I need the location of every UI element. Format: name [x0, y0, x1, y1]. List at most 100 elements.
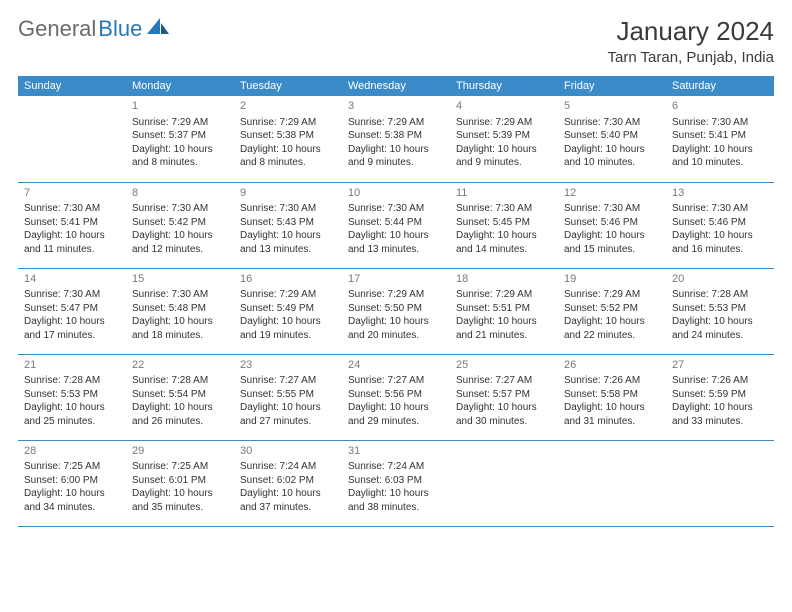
- sunset-line: Sunset: 5:49 PM: [240, 302, 336, 316]
- day-number: 30: [240, 444, 336, 459]
- sunrise-line: Sunrise: 7:30 AM: [24, 202, 120, 216]
- weekday-header: Sunday: [18, 76, 126, 96]
- weekday-header: Thursday: [450, 76, 558, 96]
- day-number: 16: [240, 272, 336, 287]
- daylight-line: Daylight: 10 hours and 19 minutes.: [240, 315, 336, 342]
- daylight-line: Daylight: 10 hours and 24 minutes.: [672, 315, 768, 342]
- sunrise-line: Sunrise: 7:30 AM: [348, 202, 444, 216]
- calendar-cell: 15Sunrise: 7:30 AMSunset: 5:48 PMDayligh…: [126, 268, 234, 354]
- sunrise-line: Sunrise: 7:27 AM: [240, 374, 336, 388]
- day-number: 4: [456, 99, 552, 114]
- daylight-line: Daylight: 10 hours and 26 minutes.: [132, 401, 228, 428]
- sunset-line: Sunset: 5:50 PM: [348, 302, 444, 316]
- daylight-line: Daylight: 10 hours and 16 minutes.: [672, 229, 768, 256]
- sunset-line: Sunset: 5:58 PM: [564, 388, 660, 402]
- calendar-body: 1Sunrise: 7:29 AMSunset: 5:37 PMDaylight…: [18, 96, 774, 526]
- sunrise-line: Sunrise: 7:25 AM: [132, 460, 228, 474]
- day-number: 27: [672, 358, 768, 373]
- day-number: 8: [132, 186, 228, 201]
- sunrise-line: Sunrise: 7:29 AM: [348, 288, 444, 302]
- sunrise-line: Sunrise: 7:30 AM: [132, 202, 228, 216]
- calendar-row: 28Sunrise: 7:25 AMSunset: 6:00 PMDayligh…: [18, 440, 774, 526]
- calendar-cell: 8Sunrise: 7:30 AMSunset: 5:42 PMDaylight…: [126, 182, 234, 268]
- calendar-cell: [666, 440, 774, 526]
- day-number: 21: [24, 358, 120, 373]
- daylight-line: Daylight: 10 hours and 22 minutes.: [564, 315, 660, 342]
- daylight-line: Daylight: 10 hours and 18 minutes.: [132, 315, 228, 342]
- sunrise-line: Sunrise: 7:27 AM: [348, 374, 444, 388]
- sunset-line: Sunset: 5:48 PM: [132, 302, 228, 316]
- calendar-cell: 23Sunrise: 7:27 AMSunset: 5:55 PMDayligh…: [234, 354, 342, 440]
- weekday-header: Wednesday: [342, 76, 450, 96]
- sunset-line: Sunset: 6:03 PM: [348, 474, 444, 488]
- calendar-cell: [558, 440, 666, 526]
- calendar-cell: 6Sunrise: 7:30 AMSunset: 5:41 PMDaylight…: [666, 96, 774, 182]
- sunrise-line: Sunrise: 7:26 AM: [564, 374, 660, 388]
- calendar-cell: 3Sunrise: 7:29 AMSunset: 5:38 PMDaylight…: [342, 96, 450, 182]
- logo: General Blue: [18, 16, 169, 42]
- sunset-line: Sunset: 5:37 PM: [132, 129, 228, 143]
- sunrise-line: Sunrise: 7:28 AM: [132, 374, 228, 388]
- sunset-line: Sunset: 5:45 PM: [456, 216, 552, 230]
- calendar-cell: 1Sunrise: 7:29 AMSunset: 5:37 PMDaylight…: [126, 96, 234, 182]
- sunrise-line: Sunrise: 7:30 AM: [672, 202, 768, 216]
- day-number: 18: [456, 272, 552, 287]
- day-number: 24: [348, 358, 444, 373]
- calendar-cell: 17Sunrise: 7:29 AMSunset: 5:50 PMDayligh…: [342, 268, 450, 354]
- day-number: 13: [672, 186, 768, 201]
- daylight-line: Daylight: 10 hours and 11 minutes.: [24, 229, 120, 256]
- sunset-line: Sunset: 5:53 PM: [24, 388, 120, 402]
- sunset-line: Sunset: 6:02 PM: [240, 474, 336, 488]
- day-number: 22: [132, 358, 228, 373]
- daylight-line: Daylight: 10 hours and 27 minutes.: [240, 401, 336, 428]
- sunset-line: Sunset: 5:55 PM: [240, 388, 336, 402]
- daylight-line: Daylight: 10 hours and 9 minutes.: [348, 143, 444, 170]
- day-number: 15: [132, 272, 228, 287]
- sunset-line: Sunset: 5:59 PM: [672, 388, 768, 402]
- calendar-table: SundayMondayTuesdayWednesdayThursdayFrid…: [18, 76, 774, 527]
- daylight-line: Daylight: 10 hours and 15 minutes.: [564, 229, 660, 256]
- sunrise-line: Sunrise: 7:29 AM: [240, 288, 336, 302]
- sunset-line: Sunset: 5:38 PM: [240, 129, 336, 143]
- sunrise-line: Sunrise: 7:29 AM: [456, 288, 552, 302]
- calendar-cell: 9Sunrise: 7:30 AMSunset: 5:43 PMDaylight…: [234, 182, 342, 268]
- calendar-cell: 22Sunrise: 7:28 AMSunset: 5:54 PMDayligh…: [126, 354, 234, 440]
- calendar-cell: 21Sunrise: 7:28 AMSunset: 5:53 PMDayligh…: [18, 354, 126, 440]
- day-number: 12: [564, 186, 660, 201]
- sunset-line: Sunset: 5:56 PM: [348, 388, 444, 402]
- sunrise-line: Sunrise: 7:27 AM: [456, 374, 552, 388]
- sunset-line: Sunset: 5:47 PM: [24, 302, 120, 316]
- logo-sail-icon: [147, 18, 169, 41]
- daylight-line: Daylight: 10 hours and 8 minutes.: [240, 143, 336, 170]
- daylight-line: Daylight: 10 hours and 13 minutes.: [348, 229, 444, 256]
- day-number: 3: [348, 99, 444, 114]
- sunset-line: Sunset: 5:42 PM: [132, 216, 228, 230]
- calendar-cell: 11Sunrise: 7:30 AMSunset: 5:45 PMDayligh…: [450, 182, 558, 268]
- daylight-line: Daylight: 10 hours and 17 minutes.: [24, 315, 120, 342]
- daylight-line: Daylight: 10 hours and 21 minutes.: [456, 315, 552, 342]
- sunrise-line: Sunrise: 7:28 AM: [24, 374, 120, 388]
- sunset-line: Sunset: 5:46 PM: [672, 216, 768, 230]
- sunrise-line: Sunrise: 7:30 AM: [564, 116, 660, 130]
- month-title: January 2024: [607, 16, 774, 47]
- sunrise-line: Sunrise: 7:30 AM: [132, 288, 228, 302]
- calendar-cell: 29Sunrise: 7:25 AMSunset: 6:01 PMDayligh…: [126, 440, 234, 526]
- calendar-row: 1Sunrise: 7:29 AMSunset: 5:37 PMDaylight…: [18, 96, 774, 182]
- sunset-line: Sunset: 5:40 PM: [564, 129, 660, 143]
- calendar-cell: 19Sunrise: 7:29 AMSunset: 5:52 PMDayligh…: [558, 268, 666, 354]
- sunset-line: Sunset: 5:41 PM: [24, 216, 120, 230]
- daylight-line: Daylight: 10 hours and 34 minutes.: [24, 487, 120, 514]
- day-number: 23: [240, 358, 336, 373]
- calendar-cell: 26Sunrise: 7:26 AMSunset: 5:58 PMDayligh…: [558, 354, 666, 440]
- sunrise-line: Sunrise: 7:30 AM: [240, 202, 336, 216]
- sunrise-line: Sunrise: 7:29 AM: [456, 116, 552, 130]
- daylight-line: Daylight: 10 hours and 10 minutes.: [564, 143, 660, 170]
- calendar-cell: 2Sunrise: 7:29 AMSunset: 5:38 PMDaylight…: [234, 96, 342, 182]
- weekday-header: Tuesday: [234, 76, 342, 96]
- calendar-cell: 14Sunrise: 7:30 AMSunset: 5:47 PMDayligh…: [18, 268, 126, 354]
- day-number: 7: [24, 186, 120, 201]
- calendar-cell: 27Sunrise: 7:26 AMSunset: 5:59 PMDayligh…: [666, 354, 774, 440]
- header: General Blue January 2024 Tarn Taran, Pu…: [18, 16, 774, 66]
- sunrise-line: Sunrise: 7:30 AM: [564, 202, 660, 216]
- title-block: January 2024 Tarn Taran, Punjab, India: [607, 16, 774, 66]
